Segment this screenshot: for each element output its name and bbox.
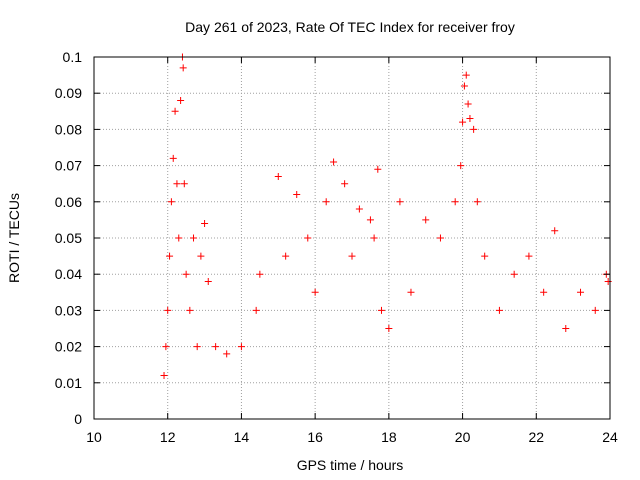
- y-tick-label: 0.03: [55, 302, 82, 318]
- x-tick-label: 16: [307, 429, 323, 445]
- data-point: [341, 180, 349, 188]
- data-point: [459, 118, 467, 126]
- x-tick-label: 24: [602, 429, 618, 445]
- data-point: [274, 172, 282, 180]
- y-tick-label: 0.07: [55, 158, 82, 174]
- y-tick-label: 0: [74, 411, 82, 427]
- y-tick-label: 0.01: [55, 375, 82, 391]
- data-point: [396, 198, 404, 206]
- data-point: [525, 252, 533, 260]
- data-point: [167, 198, 175, 206]
- data-point: [160, 372, 168, 380]
- x-tick-label: 20: [455, 429, 471, 445]
- y-tick-label: 0.1: [63, 49, 83, 65]
- y-tick-label: 0.06: [55, 194, 82, 210]
- data-point: [171, 107, 179, 115]
- x-tick-label: 10: [86, 429, 102, 445]
- data-point: [201, 220, 209, 228]
- data-point: [460, 82, 468, 90]
- data-point: [197, 252, 205, 260]
- data-point: [190, 234, 198, 242]
- y-tick-label: 0.09: [55, 85, 82, 101]
- axis-ticks: 10 12 14 16 18 20 22 24 0 0.01 0.02 0.03 0.04 0.05 0.0…: [55, 49, 618, 445]
- data-point: [193, 343, 201, 351]
- data-point: [252, 306, 260, 314]
- data-point: [407, 288, 415, 296]
- data-point: [377, 306, 385, 314]
- data-point: [470, 125, 478, 133]
- y-tick-label: 0.05: [55, 230, 82, 246]
- data-point: [457, 162, 465, 170]
- data-point: [370, 234, 378, 242]
- data-point: [422, 216, 430, 224]
- data-point: [237, 343, 245, 351]
- y-tick-label: 0.08: [55, 121, 82, 137]
- x-tick-label: 22: [528, 429, 544, 445]
- data-point: [366, 216, 374, 224]
- data-point: [304, 234, 312, 242]
- data-point: [355, 205, 363, 213]
- data-point: [385, 325, 393, 332]
- data-point: [436, 234, 444, 242]
- y-axis-label: ROTI / TECUs: [6, 193, 22, 283]
- y-tick-label: 0.04: [55, 266, 82, 282]
- grid-lines: [94, 57, 610, 419]
- x-tick-label: 14: [234, 429, 250, 445]
- data-point: [186, 306, 194, 314]
- data-point: [175, 234, 183, 242]
- data-point: [562, 325, 570, 332]
- data-point: [311, 288, 319, 296]
- x-tick-label: 18: [381, 429, 397, 445]
- data-point: [374, 165, 382, 173]
- data-point: [540, 288, 548, 296]
- data-point: [464, 100, 472, 108]
- data-point: [180, 180, 188, 188]
- data-point: [169, 154, 177, 162]
- x-tick-label: 12: [160, 429, 176, 445]
- data-point: [510, 270, 518, 278]
- data-point: [466, 115, 474, 123]
- y-tick-label: 0.02: [55, 339, 82, 355]
- data-point: [462, 71, 470, 79]
- data-point: [551, 227, 559, 235]
- data-point: [473, 198, 481, 206]
- x-axis-label: GPS time / hours: [297, 457, 404, 473]
- data-point: [173, 180, 181, 188]
- data-points: [160, 53, 612, 380]
- data-point: [179, 64, 187, 72]
- data-point: [330, 158, 338, 166]
- data-point: [577, 288, 585, 296]
- data-point: [164, 306, 172, 314]
- data-point: [591, 306, 599, 314]
- data-point: [282, 252, 290, 260]
- data-point: [495, 306, 503, 314]
- data-point: [162, 343, 170, 351]
- data-point: [348, 252, 356, 260]
- data-point: [293, 191, 301, 199]
- data-point: [451, 198, 459, 206]
- data-point: [212, 343, 220, 351]
- data-point: [322, 198, 330, 206]
- data-point: [481, 252, 489, 260]
- chart-title: Day 261 of 2023, Rate Of TEC Index for r…: [185, 19, 515, 35]
- data-point: [166, 252, 174, 260]
- data-point: [177, 96, 185, 104]
- data-point: [182, 270, 190, 278]
- data-point: [604, 277, 612, 285]
- data-point: [223, 350, 231, 358]
- data-point: [256, 270, 264, 278]
- data-point: [204, 277, 212, 285]
